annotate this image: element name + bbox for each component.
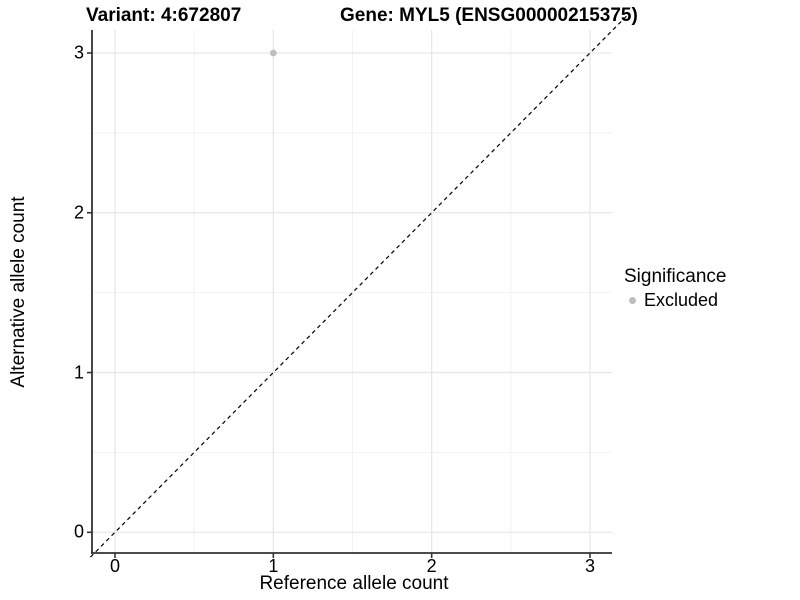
x-tick-label: 2 (426, 556, 437, 576)
x-tick-label: 1 (268, 556, 279, 576)
legend-entries: Excluded (624, 289, 726, 311)
y-axis-title: Alternative allele count (8, 196, 29, 388)
legend-point-icon (629, 296, 636, 304)
identity-line (90, 13, 630, 558)
legend: Significance Excluded (624, 265, 726, 311)
legend-title: Significance (624, 266, 727, 287)
plot-title-variant: Variant: 4:672807 (86, 5, 242, 26)
y-tick-label: 2 (73, 202, 84, 223)
x-tick-label: 3 (584, 556, 595, 576)
x-tick-label: 0 (109, 556, 121, 576)
legend-entry-label: Excluded (644, 290, 719, 310)
legend-entry: Excluded (624, 289, 726, 311)
plot-title-gene: Gene: MYL5 (ENSG00000215375) (340, 5, 638, 26)
x-axis-title: Reference allele count (259, 573, 449, 594)
y-tick-label: 3 (73, 42, 84, 63)
data-point (269, 49, 277, 57)
y-tick-label: 0 (73, 521, 84, 542)
y-tick-label: 1 (73, 362, 84, 383)
